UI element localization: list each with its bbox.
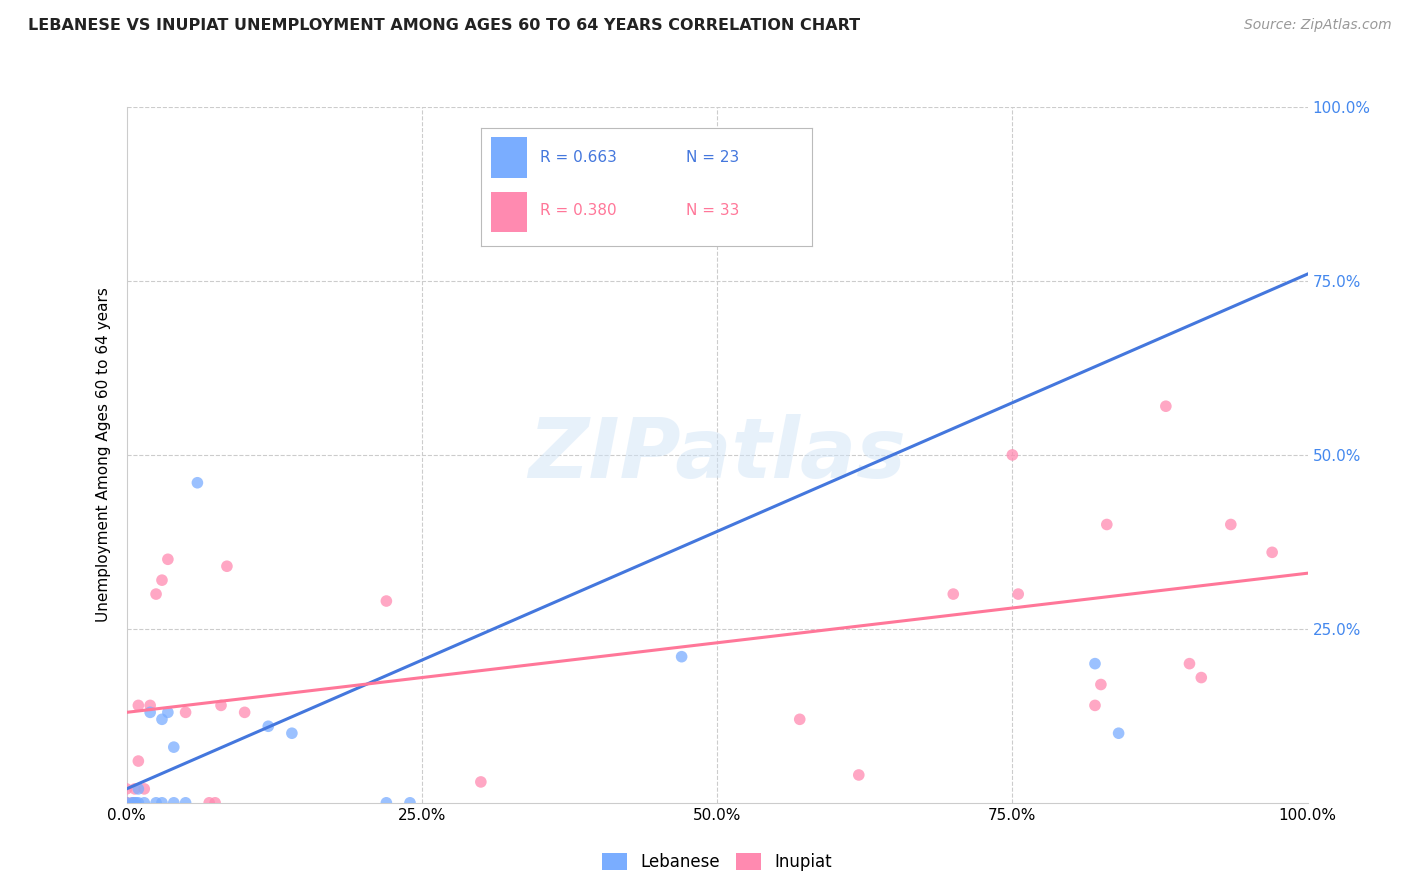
Point xyxy=(134,781,156,796)
Y-axis label: Unemployment Among Ages 60 to 64 years: Unemployment Among Ages 60 to 64 years xyxy=(96,287,111,623)
Point xyxy=(1219,517,1241,532)
Point xyxy=(209,698,232,713)
Point xyxy=(204,796,226,810)
Point xyxy=(1090,677,1112,691)
Point xyxy=(150,712,173,726)
Point xyxy=(186,475,208,490)
Point xyxy=(121,796,143,810)
Point xyxy=(1108,726,1130,740)
Point xyxy=(1095,517,1118,532)
Point xyxy=(115,781,138,796)
Point xyxy=(281,726,304,740)
Point xyxy=(121,796,143,810)
Point xyxy=(134,796,156,810)
Point xyxy=(163,796,186,810)
Point xyxy=(470,775,492,789)
Point xyxy=(789,712,811,726)
Point xyxy=(127,781,149,796)
Point xyxy=(848,768,870,782)
Point xyxy=(1154,399,1177,413)
Point xyxy=(375,594,398,608)
Point xyxy=(127,698,149,713)
Point xyxy=(233,706,256,720)
Point xyxy=(115,796,138,810)
Point xyxy=(174,706,197,720)
Point xyxy=(174,796,197,810)
Point xyxy=(127,796,149,810)
Point xyxy=(115,796,138,810)
Point xyxy=(150,796,173,810)
Point xyxy=(399,796,422,810)
Point xyxy=(1084,657,1107,671)
Point xyxy=(145,796,167,810)
Text: Source: ZipAtlas.com: Source: ZipAtlas.com xyxy=(1244,18,1392,32)
Point xyxy=(257,719,280,733)
Point xyxy=(215,559,238,574)
Text: ZIPatlas: ZIPatlas xyxy=(529,415,905,495)
Point xyxy=(139,706,162,720)
Point xyxy=(124,796,146,810)
Point xyxy=(125,796,148,810)
Point xyxy=(156,552,179,566)
Point xyxy=(124,781,146,796)
Point xyxy=(163,740,186,755)
Point xyxy=(1189,671,1212,685)
Legend: Lebanese, Inupiat: Lebanese, Inupiat xyxy=(595,847,839,878)
Point xyxy=(1084,698,1107,713)
Point xyxy=(1261,545,1284,559)
Point xyxy=(375,796,398,810)
Point xyxy=(198,796,221,810)
Point xyxy=(671,649,693,664)
Point xyxy=(156,706,179,720)
Point xyxy=(1001,448,1024,462)
Point xyxy=(145,587,167,601)
Point xyxy=(1178,657,1201,671)
Point xyxy=(150,573,173,587)
Text: LEBANESE VS INUPIAT UNEMPLOYMENT AMONG AGES 60 TO 64 YEARS CORRELATION CHART: LEBANESE VS INUPIAT UNEMPLOYMENT AMONG A… xyxy=(28,18,860,33)
Point xyxy=(139,698,162,713)
Point xyxy=(127,754,149,768)
Point xyxy=(115,796,138,810)
Point xyxy=(942,587,965,601)
Point xyxy=(1007,587,1029,601)
